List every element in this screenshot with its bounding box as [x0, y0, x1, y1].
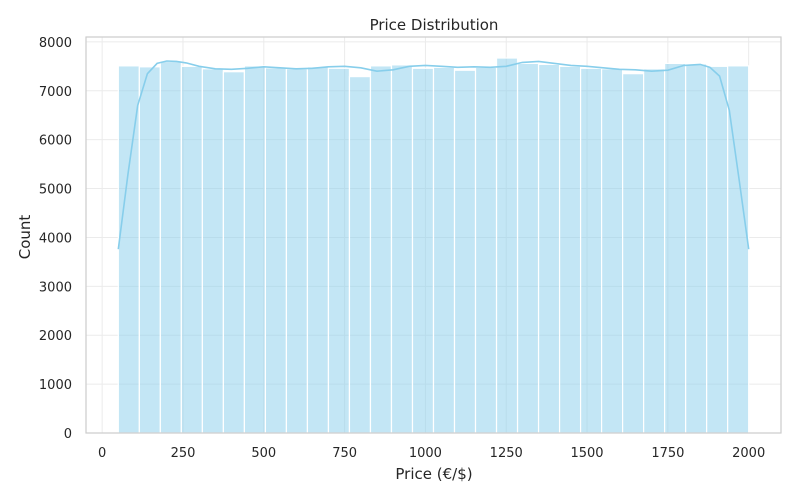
x-tick-label: 500: [251, 446, 276, 461]
histogram-bar: [411, 67, 435, 434]
histogram-bar: [327, 67, 351, 434]
histogram-bar: [495, 57, 519, 434]
histogram-bar: [474, 66, 498, 434]
x-tick-label: 1250: [490, 446, 523, 461]
histogram-bar: [643, 68, 666, 434]
y-tick-label: 2000: [39, 329, 72, 344]
y-tick-label: 4000: [39, 231, 72, 246]
y-tick-label: 7000: [39, 85, 72, 100]
x-tick-label: 1000: [409, 446, 442, 461]
histogram-bar: [222, 71, 245, 434]
x-tick-label: 1500: [570, 446, 603, 461]
histogram-bar: [390, 64, 414, 434]
histogram-bar: [685, 63, 708, 434]
y-tick-label: 6000: [39, 134, 72, 149]
y-tick-label: 8000: [39, 36, 72, 51]
histogram-bar: [537, 63, 561, 434]
x-tick-labels: 0 250 500 750 1000 1250 1500 1750 2000: [98, 446, 765, 461]
histogram-bar: [558, 65, 582, 434]
histogram-bar: [285, 68, 309, 434]
histogram-bar: [706, 65, 729, 434]
histogram-bar: [348, 75, 372, 434]
histogram-bar: [369, 65, 393, 434]
y-tick-label: 5000: [39, 183, 72, 198]
histogram-bar: [264, 67, 288, 434]
histogram-bar: [243, 65, 267, 434]
histogram-bar: [180, 65, 203, 434]
y-axis-label: Count: [16, 215, 34, 260]
histogram-bar: [432, 66, 456, 434]
histogram-bar: [201, 68, 224, 434]
y-tick-label: 1000: [39, 378, 72, 393]
histogram-bar: [622, 73, 645, 434]
histogram-bar: [664, 62, 687, 434]
x-tick-label: 750: [332, 446, 357, 461]
x-tick-label: 250: [171, 446, 196, 461]
histogram-bar: [600, 68, 624, 434]
x-tick-label: 1750: [651, 446, 684, 461]
y-tick-labels: 0 1000 2000 3000 4000 5000 6000 7000 8000: [39, 36, 72, 442]
x-tick-label: 2000: [732, 446, 765, 461]
histogram-bar: [516, 62, 540, 434]
histogram-bar: [579, 67, 603, 434]
bars-layer: [117, 57, 750, 434]
y-tick-label: 0: [64, 427, 72, 442]
chart-title: Price Distribution: [370, 16, 499, 34]
y-tick-label: 3000: [39, 280, 72, 295]
plot-frame: [85, 36, 782, 434]
x-axis-label: Price (€/$): [395, 465, 472, 483]
histogram-bar: [138, 66, 161, 434]
histogram-bar: [306, 66, 330, 434]
histogram-bar: [159, 60, 182, 434]
kde-curve: [117, 60, 750, 250]
histogram-bar: [453, 69, 477, 434]
x-tick-label: 0: [98, 446, 106, 461]
